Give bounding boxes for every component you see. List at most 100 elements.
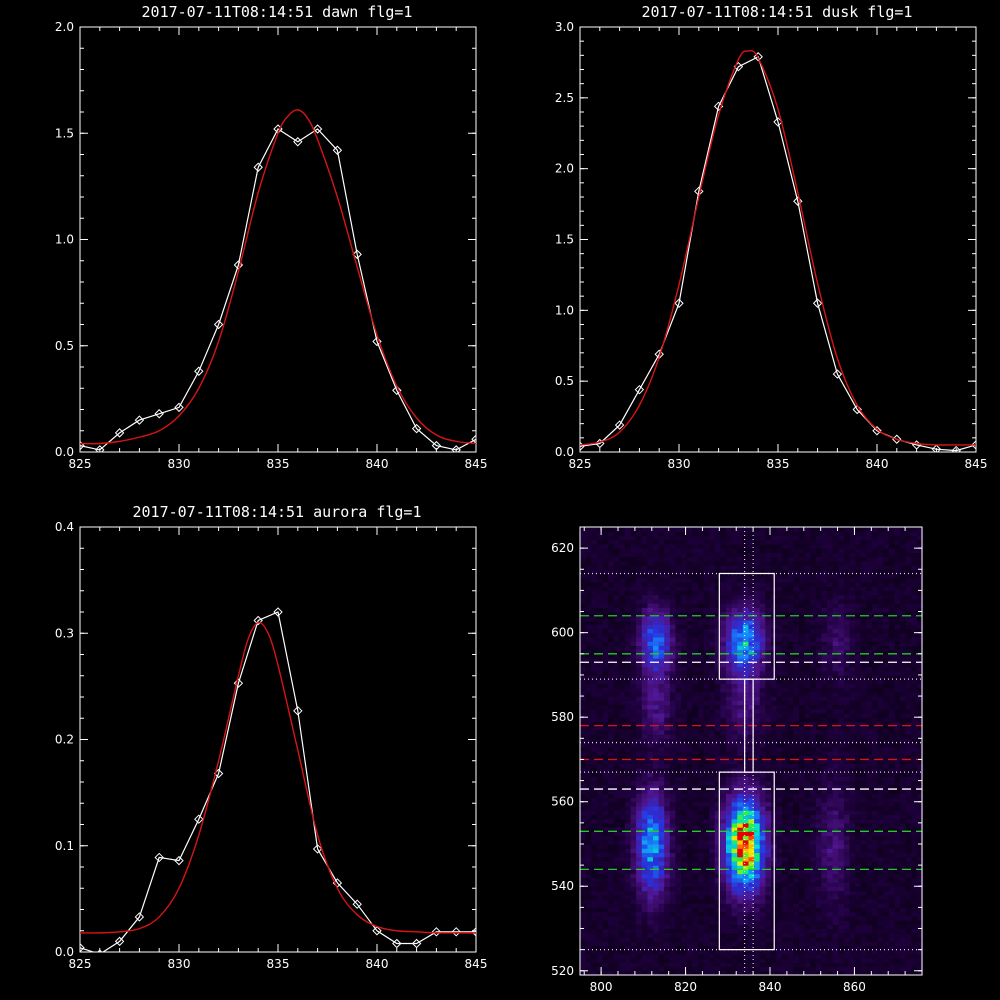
heatmap-cell [580, 674, 587, 680]
heatmap-cell [681, 598, 688, 604]
heatmap-cell [703, 801, 710, 807]
heatmap-cell [709, 801, 716, 807]
heatmap-cell [770, 751, 778, 756]
heatmap-cell [748, 911, 755, 917]
heatmap-cell [787, 962, 794, 968]
heatmap-cell [782, 742, 789, 748]
heatmap-cell [624, 827, 632, 832]
heatmap-cell [737, 666, 744, 672]
heatmap-cell [720, 945, 727, 951]
heatmap-cell [815, 852, 823, 858]
heatmap-cell [810, 658, 817, 663]
heatmap-cell [815, 734, 823, 739]
heatmap-cell [591, 628, 598, 634]
heatmap-cell [585, 590, 592, 596]
heatmap-cell [731, 776, 738, 782]
heatmap-cell [681, 966, 688, 972]
heatmap-cell [641, 683, 648, 689]
heatmap-cell [664, 658, 671, 663]
heatmap-cell [664, 810, 671, 815]
heatmap-cell [765, 649, 772, 655]
heatmap-cell [714, 552, 721, 558]
heatmap-cell [591, 814, 598, 820]
heatmap-cell [770, 527, 778, 532]
heatmap-cell [641, 738, 648, 744]
heatmap-cell [714, 598, 721, 604]
heatmap-cell [653, 793, 660, 799]
heatmap-cell [608, 869, 615, 875]
heatmap-cell [664, 970, 671, 976]
heatmap-cell [737, 936, 744, 942]
heatmap-cell [669, 619, 677, 625]
heatmap-cell [630, 717, 637, 723]
heatmap-cell [815, 742, 823, 748]
heatmap-cell [815, 789, 823, 794]
heatmap-cell [726, 598, 733, 604]
heatmap-cell [765, 746, 772, 752]
heatmap-cell [709, 687, 716, 693]
heatmap-cell [602, 552, 609, 558]
heatmap-cell [726, 746, 733, 752]
heatmap-cell [596, 843, 604, 849]
heatmap-cell [776, 565, 783, 570]
heatmap-cell [636, 729, 643, 735]
heatmap-cell [681, 573, 688, 579]
heatmap-cell [714, 814, 721, 820]
heatmap-cell [596, 649, 604, 655]
heatmap-cell [692, 624, 699, 630]
heatmap-cell [664, 780, 671, 786]
heatmap-cell [714, 865, 721, 870]
heatmap-cell [608, 848, 615, 854]
heatmap-cell [799, 674, 806, 680]
heatmap-cell [703, 674, 710, 680]
heatmap-cell [737, 941, 744, 947]
heatmap-cell [782, 793, 789, 799]
heatmap-cell [804, 772, 811, 777]
heatmap-cell [602, 924, 609, 930]
heatmap-cell [759, 666, 766, 672]
heatmap-cell [641, 700, 648, 706]
heatmap-cell [754, 590, 761, 596]
heatmap-cell [602, 624, 609, 630]
heatmap-cell [759, 759, 766, 765]
heatmap-cell [686, 531, 693, 537]
heatmap-cell [793, 924, 800, 930]
heatmap-cell [669, 573, 677, 579]
heatmap-cell [596, 953, 604, 959]
heatmap-cell [720, 805, 727, 811]
data-point-diamond [931, 444, 942, 452]
heatmap-cell [681, 700, 688, 706]
heatmap-cell [787, 717, 794, 723]
heatmap-cell [731, 611, 738, 617]
heatmap-cell [748, 856, 755, 862]
heatmap-cell [714, 805, 721, 811]
heatmap-cell [776, 805, 783, 811]
heatmap-cell [669, 928, 677, 934]
heatmap-cell [624, 565, 632, 570]
heatmap-cell [602, 848, 609, 854]
heatmap-cell [782, 865, 789, 870]
heatmap-cell [714, 615, 721, 621]
data-point-diamond [951, 445, 961, 452]
heatmap-cell [664, 928, 671, 934]
heatmap-cell [782, 843, 789, 849]
heatmap-cell [793, 641, 800, 646]
heatmap-cell [810, 636, 817, 642]
heatmap-cell [664, 539, 671, 545]
heatmap-cell [675, 945, 682, 951]
heatmap-cell [669, 856, 677, 862]
heatmap-cell [591, 615, 598, 621]
heatmap-cell [591, 548, 598, 553]
heatmap-cell [580, 666, 587, 672]
heatmap-cell [686, 966, 693, 972]
heatmap-cell [630, 810, 637, 815]
heatmap-cell [703, 586, 710, 591]
heatmap-cell [742, 712, 750, 718]
heatmap-cell [608, 970, 615, 976]
heatmap-cell [782, 734, 789, 739]
heatmap-cell [641, 734, 648, 739]
heatmap-cell [613, 619, 620, 625]
heatmap-cell [596, 662, 604, 668]
heatmap-cell [726, 531, 733, 537]
heatmap-cell [742, 831, 750, 837]
